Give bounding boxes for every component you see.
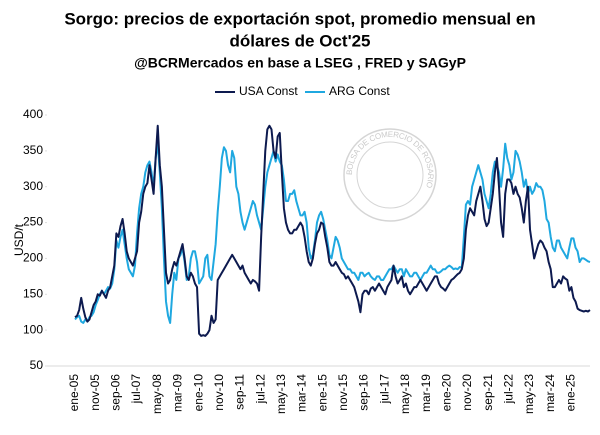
y-tick-label: 300 [23, 179, 43, 193]
x-tick-label: nov-15 [336, 374, 350, 411]
x-tick-label: may-13 [274, 374, 288, 414]
x-tick-label: sep-06 [109, 374, 123, 411]
y-tick-label: 400 [23, 107, 43, 121]
x-tick-label: jul-22 [502, 374, 516, 405]
x-tick-label: sep-16 [357, 374, 371, 411]
x-tick-label: ene-10 [191, 374, 205, 412]
chart-title: Sorgo: precios de exportación spot, prom… [64, 9, 535, 28]
seal-ring [343, 128, 437, 222]
y-tick-label: 150 [23, 286, 43, 300]
chart-subtitle: @BCRMercados en base a LSEG , FRED y SAG… [134, 55, 466, 71]
x-tick-label: ene-05 [67, 374, 81, 412]
watermark: BOLSA DE COMERCIO DE ROSARIO [343, 128, 437, 222]
y-axis-label: USD/t [12, 223, 26, 256]
x-tick-label: ene-25 [564, 374, 578, 412]
legend-label: USA Const [239, 84, 298, 98]
series-line [74, 124, 591, 337]
legend-label: ARG Const [329, 84, 390, 98]
y-tick-label: 350 [23, 143, 43, 157]
x-tick-label: may-08 [150, 374, 164, 414]
x-tick-label: mar-24 [543, 374, 557, 412]
x-tick-label: may-18 [398, 374, 412, 414]
y-tick-label: 50 [30, 358, 44, 372]
y-tick-label: 200 [23, 251, 43, 265]
x-tick-label: jul-17 [377, 374, 391, 405]
x-tick-label: sep-21 [481, 374, 495, 411]
y-tick-label: 100 [23, 322, 43, 336]
x-tick-label: mar-09 [171, 374, 185, 412]
watermark-text: BOLSA DE COMERCIO DE ROSARIO [345, 130, 435, 189]
y-tick-label: 250 [23, 215, 43, 229]
x-tick-label: mar-14 [295, 374, 309, 412]
seal-ring [356, 141, 424, 209]
x-tick-label: jul-12 [253, 374, 267, 405]
x-tick-label: may-23 [522, 374, 536, 414]
x-tick-label: sep-11 [233, 374, 247, 410]
x-tick-label: mar-19 [419, 374, 433, 412]
x-tick-label: nov-05 [88, 374, 102, 411]
x-tick-label: ene-15 [315, 374, 329, 412]
watermark-text: BOLSA DE COMERCIO DE ROSARIO [345, 130, 435, 189]
x-tick-label: ene-20 [439, 374, 453, 412]
chart-title: dólares de Oct'25 [229, 31, 370, 50]
x-tick-label: jul-07 [129, 374, 143, 405]
x-tick-label: nov-20 [460, 374, 474, 411]
series-line [74, 142, 591, 324]
x-tick-label: nov-10 [212, 374, 226, 411]
